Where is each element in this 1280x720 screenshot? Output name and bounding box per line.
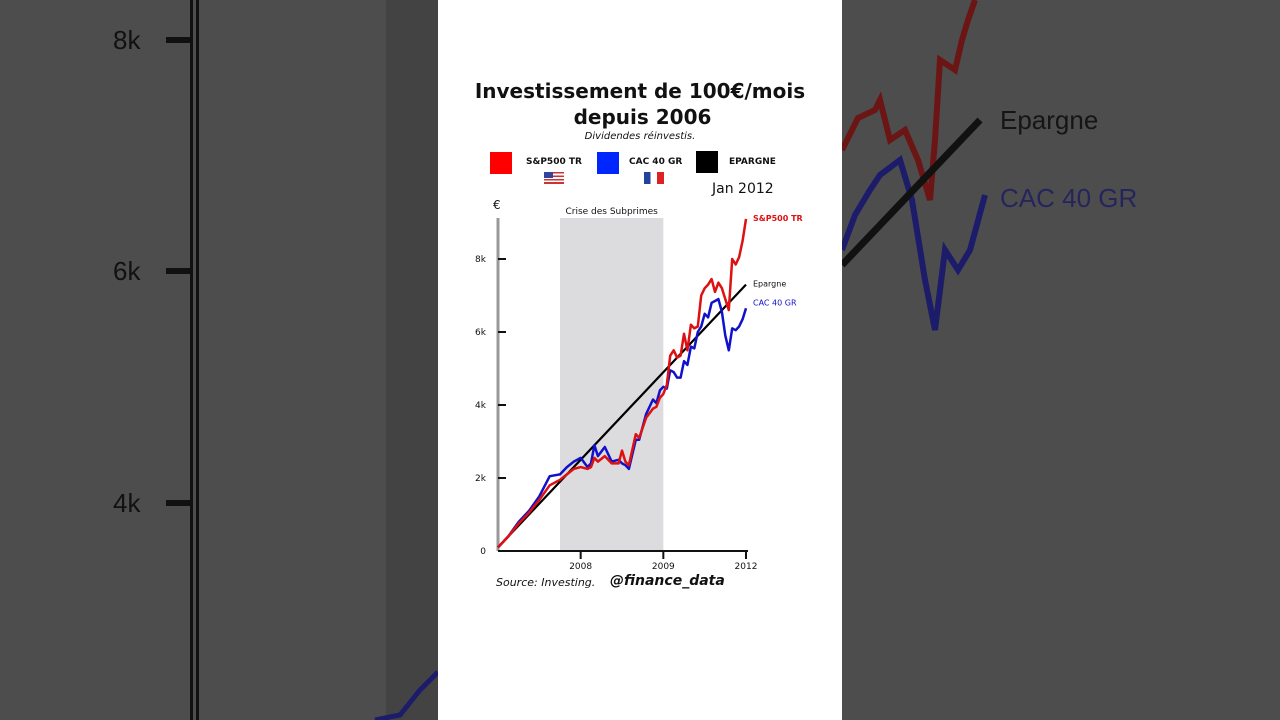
background-label-cac: CAC 40 GR — [1000, 183, 1138, 213]
y-tick-label: 8k — [475, 255, 487, 265]
y-tick-label: 4k — [475, 401, 487, 411]
us-flag-icon — [544, 172, 564, 184]
legend-label-sp500: S&P500 TR — [526, 157, 582, 167]
chart-title: Investissement de 100€/mois depuis 2006 — [438, 78, 842, 130]
background-line-cac — [839, 155, 988, 331]
title-line-2: depuis 2006 — [573, 105, 712, 129]
chart-card: Investissement de 100€/mois depuis 2006 … — [438, 0, 842, 720]
series-line-epargne — [497, 283, 747, 549]
background-line-sp500 — [839, 0, 978, 201]
legend-label-cac: CAC 40 GR — [629, 157, 683, 167]
background-tick: 4k — [113, 488, 141, 518]
x-tick-label: 2012 — [735, 562, 758, 572]
x-tick-label: 2009 — [652, 562, 675, 572]
title-line-1: Investissement de 100€/mois — [474, 79, 806, 103]
series-line-cac-40-gr — [497, 297, 748, 549]
background-tick-mark — [166, 268, 192, 274]
background-axis — [190, 0, 193, 720]
legend-swatch-epargne — [696, 151, 718, 173]
chart-lines: Epargne CAC 40 GR S&P500 TR — [497, 214, 803, 549]
x-tick-label: 2008 — [569, 562, 592, 572]
series-end-label: S&P500 TR — [753, 214, 803, 223]
background-line-bottom — [374, 670, 440, 720]
background-tick-mark — [166, 500, 192, 506]
us-flag-canton — [544, 172, 553, 178]
series-end-label: Epargne — [753, 280, 786, 289]
series-end-label: CAC 40 GR — [753, 298, 797, 307]
background-label-epargne: Epargne — [1000, 105, 1099, 135]
legend-swatch-cac — [597, 152, 619, 174]
shaded-region-label: Crise des Subprimes — [565, 207, 658, 217]
legend-swatch-sp500 — [490, 152, 512, 174]
shaded-region-subprimes — [560, 218, 664, 551]
chart-subtitle: Dividendes réinvestis. — [584, 131, 696, 142]
chart-axes: 0 2k 4k 6k 8k 2008 2009 2012 — [475, 218, 757, 572]
author-handle: @finance_data — [610, 573, 725, 589]
y-tick-label: 2k — [475, 474, 487, 484]
background-tick: 6k — [113, 256, 141, 286]
background-tick: 8k — [113, 25, 141, 55]
background-left — [386, 0, 438, 720]
fr-flag-icon — [644, 172, 664, 184]
legend-label-epargne: EPARGNE — [729, 157, 776, 167]
y-tick-label: 0 — [480, 547, 486, 557]
background-line-epargne — [839, 117, 983, 268]
line-chart: Crise des Subprimes € 0 2k 4k 6k 8k 2008 2009 2… — [475, 198, 803, 572]
background-axis — [196, 0, 199, 720]
y-axis-unit: € — [493, 198, 501, 212]
y-tick-label: 6k — [475, 328, 487, 338]
current-date-label: Jan 2012 — [712, 181, 774, 197]
background-tick-mark — [166, 37, 192, 43]
source-label: Source: Investing. — [496, 576, 596, 589]
series-line-s-p500-tr — [497, 218, 748, 549]
